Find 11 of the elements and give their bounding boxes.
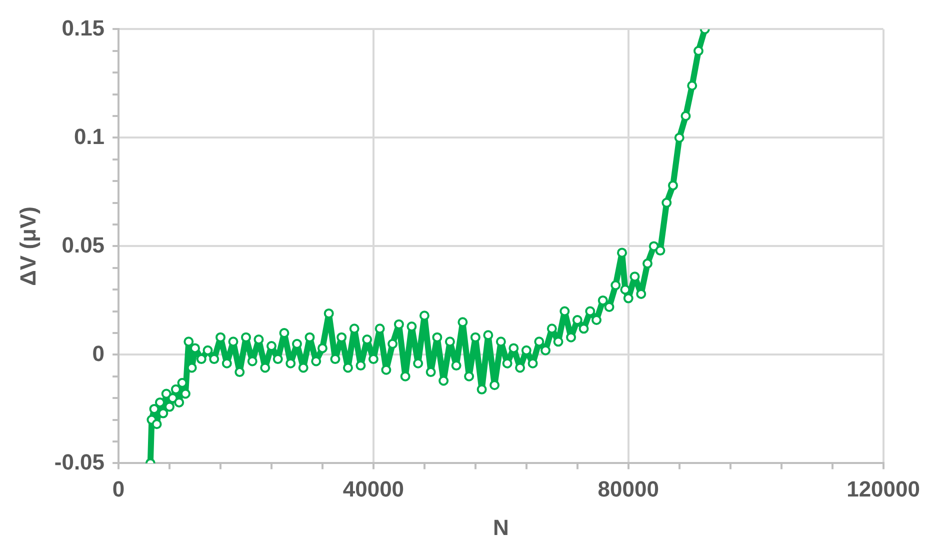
x-tick-label: 40000: [342, 476, 404, 502]
y-tick-label: -0.05: [54, 449, 105, 474]
y-tick-label: 0.1: [74, 124, 105, 149]
x-tick-label: 80000: [598, 476, 659, 502]
y-axis-title: ΔV (μV): [15, 206, 40, 286]
y-tick-label: 0: [92, 340, 105, 366]
x-tick-label: 120000: [846, 476, 920, 502]
y-tick-label: 0.15: [62, 15, 105, 40]
x-axis-title: N: [492, 514, 509, 540]
y-tick-label: 0.05: [62, 232, 105, 258]
x-tick-label: 0: [112, 476, 125, 502]
